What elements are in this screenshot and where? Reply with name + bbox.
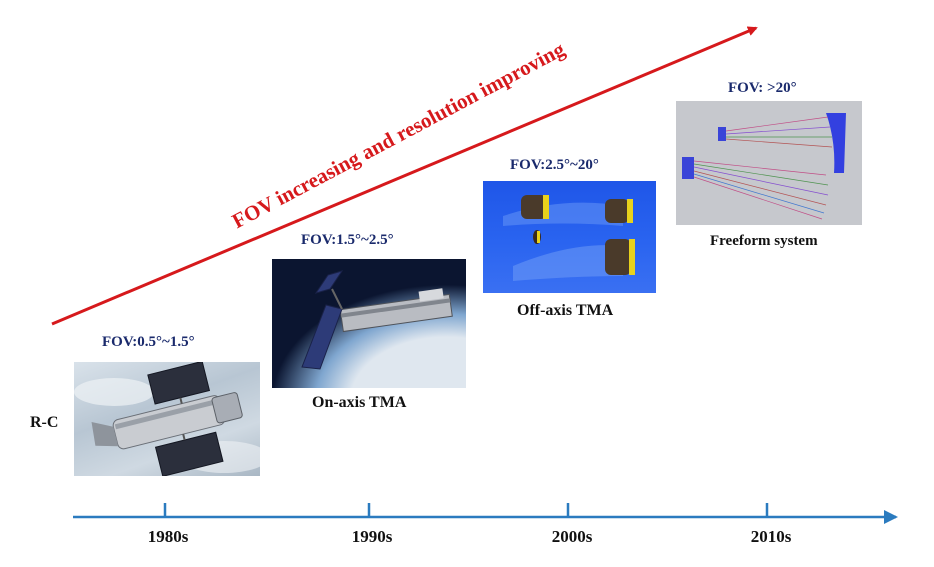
fov-label-2000s: FOV:2.5°~20° bbox=[510, 157, 599, 173]
off-axis-tma-image bbox=[483, 181, 656, 293]
fov-label-1990s: FOV:1.5°~2.5° bbox=[301, 232, 394, 248]
decade-label-1980s: 1980s bbox=[147, 527, 189, 546]
caption-off-axis-tma: Off-axis TMA bbox=[517, 302, 614, 319]
freeform-system-image bbox=[676, 101, 862, 225]
decade-label-2000s: 2000s bbox=[551, 527, 593, 546]
hubble-telescope-image bbox=[74, 362, 260, 476]
decade-label-1990s: 1990s bbox=[351, 527, 393, 546]
fov-label-2010s: FOV: >20° bbox=[728, 80, 797, 96]
rc-label: R-C bbox=[30, 414, 59, 431]
decade-label-2010s: 2010s bbox=[750, 527, 792, 546]
fov-label-1980s: FOV:0.5°~1.5° bbox=[102, 334, 195, 350]
satellite-image bbox=[272, 259, 466, 388]
caption-on-axis-tma: On-axis TMA bbox=[312, 394, 407, 411]
caption-freeform-system: Freeform system bbox=[710, 233, 818, 249]
